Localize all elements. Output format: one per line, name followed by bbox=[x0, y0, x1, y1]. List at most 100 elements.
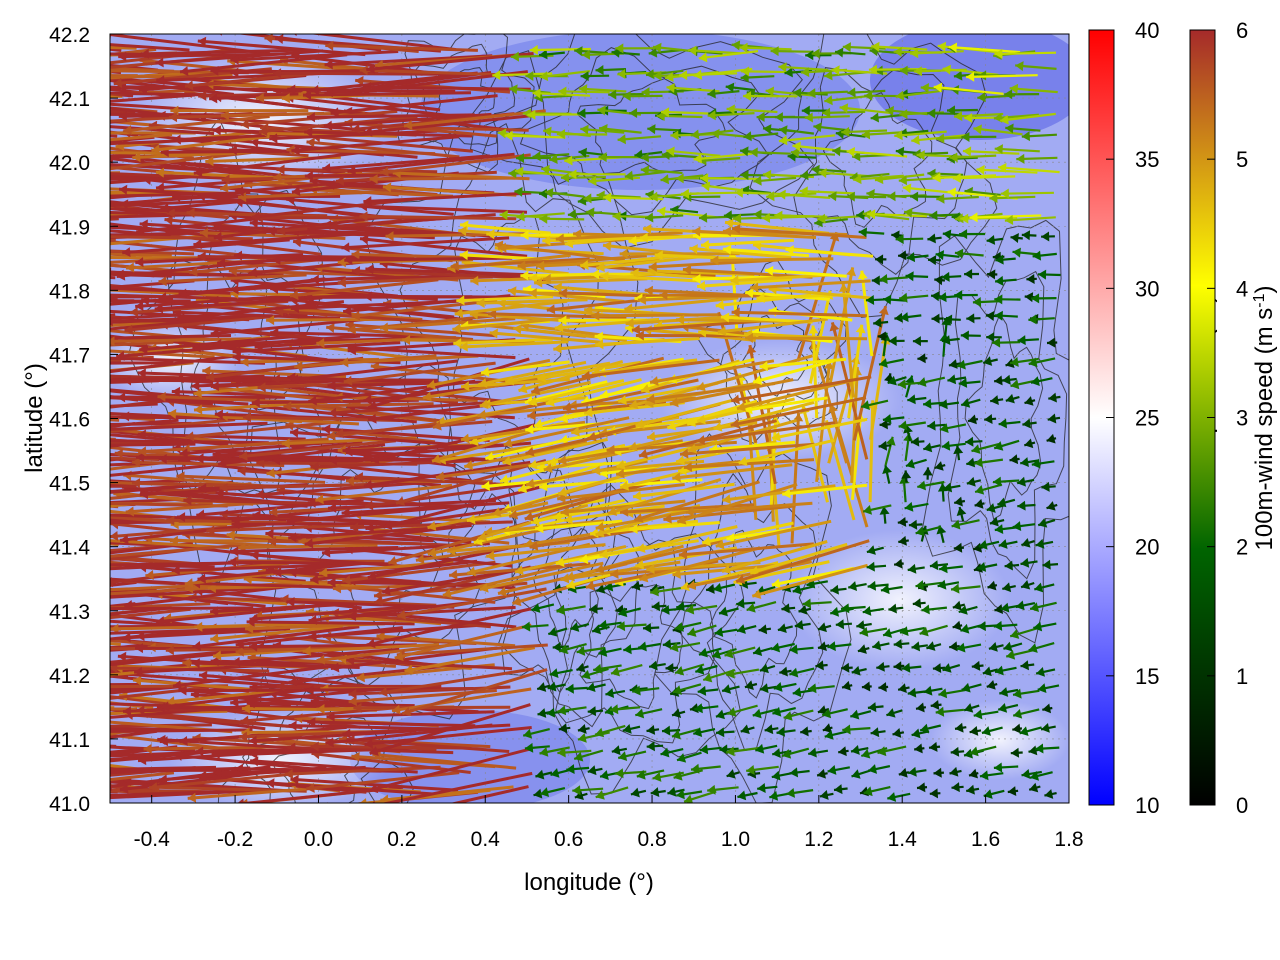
wind-vector-head bbox=[808, 683, 817, 694]
wind-vector-head bbox=[18, 553, 26, 563]
x-tick-label: 0.8 bbox=[637, 828, 666, 851]
wind-vector-head bbox=[185, 431, 194, 442]
wind-vector-head bbox=[137, 368, 146, 379]
wind-vector-head bbox=[911, 135, 920, 145]
wind-vector-head bbox=[5, 619, 13, 629]
wind-vector-head bbox=[118, 184, 128, 195]
wind-vector-head bbox=[994, 441, 1004, 451]
wind-vector-head bbox=[920, 723, 930, 734]
wind-vector-head bbox=[198, 90, 207, 101]
wind-vector-head bbox=[846, 146, 856, 157]
wind-vector-head bbox=[861, 748, 871, 759]
wind-vector-head bbox=[273, 68, 282, 79]
wind-vector-head bbox=[250, 550, 259, 561]
wind-vector-head bbox=[49, 699, 58, 709]
wind-vector-head bbox=[619, 248, 628, 259]
wind-vector-head bbox=[629, 523, 638, 534]
wind-vector-head bbox=[1015, 600, 1025, 611]
wind-vector-head bbox=[636, 543, 646, 553]
wind-vector-head bbox=[811, 164, 820, 175]
wind-vector-head bbox=[266, 315, 275, 326]
wind-vector-head bbox=[0, 364, 5, 374]
wind-vector bbox=[110, 396, 118, 400]
wind-vector-head bbox=[172, 134, 181, 145]
wind-vector-head bbox=[268, 536, 277, 547]
wind-vector-head bbox=[958, 605, 968, 615]
wind-vector bbox=[289, 430, 458, 447]
wind-vector-head bbox=[969, 212, 978, 223]
wind-vector bbox=[231, 522, 400, 526]
wind-vector bbox=[110, 275, 116, 280]
wind-vector-head bbox=[722, 244, 732, 255]
wind-vector bbox=[351, 269, 516, 279]
wind-vector bbox=[1000, 191, 1054, 195]
wind-vector-head bbox=[725, 218, 734, 229]
wind-vector-head bbox=[687, 417, 697, 427]
wind-vector-head bbox=[574, 46, 583, 57]
wind-vector-head bbox=[612, 211, 621, 222]
wind-vector-head bbox=[902, 183, 912, 194]
wind-vector bbox=[110, 771, 175, 782]
wind-vector-head bbox=[281, 438, 290, 449]
wind-vector bbox=[110, 788, 270, 800]
wind-vector-head bbox=[19, 508, 27, 518]
wind-vector-head bbox=[139, 219, 148, 230]
wind-vector bbox=[646, 561, 761, 572]
wind-vector-head bbox=[347, 611, 357, 622]
wind-vector bbox=[394, 623, 532, 660]
wind-vector-head bbox=[211, 748, 220, 759]
wind-vector-head bbox=[661, 150, 671, 161]
wind-vector-head bbox=[1038, 518, 1048, 528]
wind-vector-head bbox=[1044, 789, 1054, 799]
wind-vector-head bbox=[322, 424, 331, 435]
wind-vector bbox=[110, 165, 175, 175]
wind-vector-head bbox=[514, 565, 524, 576]
wind-vector-head bbox=[232, 374, 241, 385]
wind-vector bbox=[192, 581, 361, 590]
wind-vector-head bbox=[508, 168, 517, 179]
wind-vector bbox=[149, 771, 305, 790]
wind-vector bbox=[251, 197, 418, 219]
wind-vector-head bbox=[346, 655, 355, 666]
wind-vector-head bbox=[778, 62, 787, 73]
wind-vector bbox=[110, 174, 154, 180]
wind-vector-head bbox=[904, 207, 913, 218]
wind-vector-head bbox=[529, 540, 539, 551]
wind-vector-head bbox=[210, 633, 219, 644]
wind-vector-head bbox=[588, 175, 597, 186]
wind-vector bbox=[110, 313, 175, 321]
wind-vector-head bbox=[687, 627, 697, 637]
wind-vector bbox=[110, 195, 209, 206]
wind-vector-head bbox=[858, 227, 868, 238]
wind-vector bbox=[110, 356, 266, 365]
wind-vector-head bbox=[643, 224, 652, 234]
wind-vector bbox=[1009, 87, 1058, 94]
wind-vector-head bbox=[121, 411, 130, 422]
wind-vector bbox=[464, 441, 588, 469]
wind-vector-head bbox=[210, 606, 219, 617]
wind-vector-head bbox=[828, 191, 837, 202]
wind-vector bbox=[692, 229, 817, 239]
wind-vector bbox=[193, 151, 361, 175]
wind-vector-head bbox=[583, 193, 592, 204]
wind-vector-head bbox=[834, 47, 844, 58]
wind-vector bbox=[310, 459, 475, 469]
wind-vector-head bbox=[685, 506, 694, 517]
wind-vector bbox=[460, 420, 586, 442]
wind-vector-head bbox=[941, 271, 950, 282]
wind-vector-head bbox=[189, 266, 198, 277]
wind-vector-head bbox=[851, 769, 861, 779]
wind-vector-head bbox=[248, 267, 258, 278]
wind-vector-head bbox=[949, 766, 959, 777]
wind-vector-head bbox=[29, 628, 37, 638]
wind-vector-head bbox=[99, 670, 107, 680]
wind-vector-head bbox=[867, 209, 876, 220]
wind-vector-head bbox=[895, 234, 904, 245]
wind-vector-head bbox=[723, 210, 733, 221]
wind-vector-head bbox=[676, 789, 685, 800]
wind-vector-head bbox=[135, 300, 144, 311]
wind-vector-head bbox=[33, 620, 41, 630]
wind-vector-head bbox=[342, 445, 351, 456]
wind-vector-head bbox=[752, 589, 762, 599]
wind-vector-head bbox=[696, 381, 706, 392]
